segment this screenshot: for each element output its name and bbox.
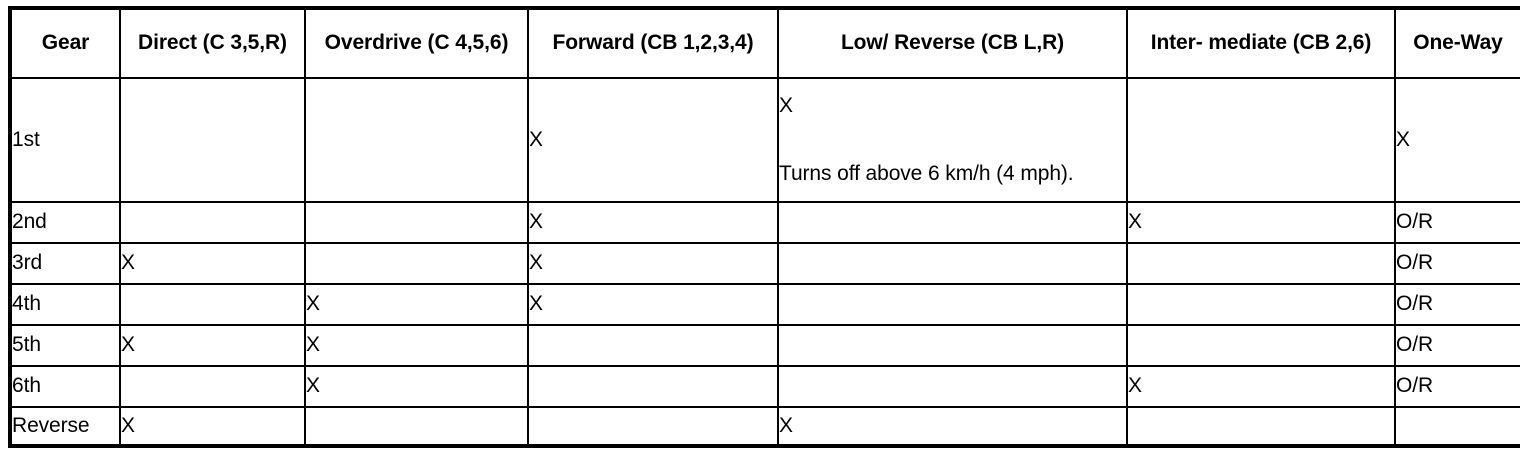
cell-one-way: O/R (1394, 283, 1520, 326)
cell-overdrive (304, 242, 529, 285)
cell-overdrive: X (304, 283, 529, 326)
cell-gear: 1st (9, 77, 121, 203)
cell-direct (119, 365, 306, 408)
cell-direct: X (119, 406, 306, 447)
cell-one-way: X (1394, 77, 1520, 203)
cell-overdrive (304, 406, 529, 447)
cell-low-reverse (777, 242, 1128, 285)
cell-gear: 2nd (9, 201, 121, 244)
cell-gear: 5th (9, 324, 121, 367)
cell-forward: X (527, 242, 779, 285)
cell-direct: X (119, 324, 306, 367)
cell-low-reverse (777, 324, 1128, 367)
cell-intermediate (1126, 77, 1396, 203)
cell-forward (527, 365, 779, 408)
cell-intermediate: X (1126, 201, 1396, 244)
column-header-low-reverse: Low/ Reverse (CB L,R) (777, 7, 1128, 79)
column-header-gear: Gear (9, 7, 121, 79)
cell-one-way (1394, 406, 1520, 447)
cell-one-way: O/R (1394, 324, 1520, 367)
cell-one-way: O/R (1394, 201, 1520, 244)
cell-low-reverse (777, 201, 1128, 244)
cell-gear: 6th (9, 365, 121, 408)
cell-intermediate (1126, 406, 1396, 447)
table-row: 3rd X X O/R (9, 242, 1520, 285)
table-row: 4th X X O/R (9, 283, 1520, 326)
table-row: 2nd X X O/R (9, 201, 1520, 244)
cell-forward: X (527, 201, 779, 244)
cell-overdrive: X (304, 365, 529, 408)
cell-forward: X (527, 77, 779, 203)
table-row: 6th X X O/R (9, 365, 1520, 408)
cell-forward: X (527, 283, 779, 326)
header-row: Gear Direct (C 3,5,R) Overdrive (C 4,5,6… (9, 7, 1520, 79)
column-header-forward: Forward (CB 1,2,3,4) (527, 7, 779, 79)
cell-intermediate (1126, 324, 1396, 367)
cell-low-reverse (777, 283, 1128, 326)
cell-direct (119, 201, 306, 244)
cell-direct (119, 283, 306, 326)
cell-overdrive (304, 77, 529, 203)
table-header: Gear Direct (C 3,5,R) Overdrive (C 4,5,6… (9, 7, 1520, 79)
cell-gear: 4th (9, 283, 121, 326)
cell-direct (119, 77, 306, 203)
cell-overdrive (304, 201, 529, 244)
cell-low-reverse: X (777, 406, 1128, 447)
column-header-intermediate: Inter- mediate (CB 2,6) (1126, 7, 1396, 79)
cell-one-way: O/R (1394, 242, 1520, 285)
cell-gear: Reverse (9, 406, 121, 447)
table-row: 5th X X O/R (9, 324, 1520, 367)
cell-intermediate (1126, 283, 1396, 326)
cell-gear: 3rd (9, 242, 121, 285)
cell-direct: X (119, 242, 306, 285)
cell-forward (527, 324, 779, 367)
cell-low-reverse (777, 365, 1128, 408)
table-row: Reverse X X (9, 406, 1520, 447)
cell-intermediate (1126, 242, 1396, 285)
column-header-one-way: One-Way (1394, 7, 1520, 79)
gear-application-table: Gear Direct (C 3,5,R) Overdrive (C 4,5,6… (8, 6, 1520, 448)
cell-note: Turns off above 6 km/h (4 mph). (779, 162, 1074, 185)
cell-overdrive: X (304, 324, 529, 367)
table-row: 1st X X Turns off above 6 km/h (4 mph). … (9, 77, 1520, 203)
cell-forward (527, 406, 779, 447)
cell-low-reverse: X Turns off above 6 km/h (4 mph). (777, 77, 1128, 203)
column-header-overdrive: Overdrive (C 4,5,6) (304, 7, 529, 79)
column-header-direct: Direct (C 3,5,R) (119, 7, 306, 79)
cell-mark: X (779, 93, 793, 117)
cell-intermediate: X (1126, 365, 1396, 408)
cell-one-way: O/R (1394, 365, 1520, 408)
table-body: 1st X X Turns off above 6 km/h (4 mph). … (9, 77, 1520, 447)
